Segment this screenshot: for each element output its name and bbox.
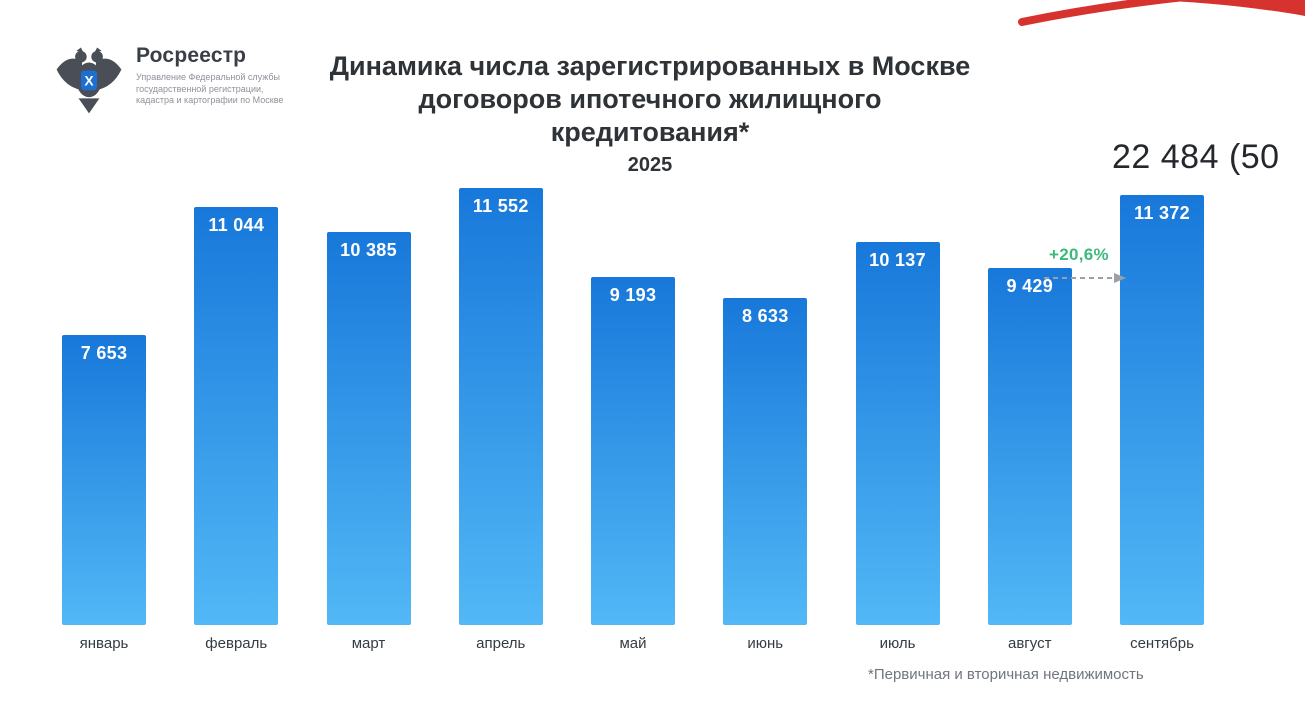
bar-value: 10 385: [340, 240, 397, 260]
bar-column: 11 552 апрель: [455, 170, 547, 652]
logo-text: Росреестр Управление Федеральной службы …: [136, 44, 296, 107]
x-axis-label: сентябрь: [1130, 635, 1194, 652]
rosreestr-logo: Х Росреестр Управление Федеральной служб…: [52, 44, 296, 123]
chart-year: 2025: [627, 153, 673, 176]
bar: 10 385: [326, 232, 411, 625]
bar-value: 9 193: [609, 285, 657, 305]
x-axis-label: февраль: [205, 635, 268, 652]
bar: 11 044: [194, 207, 279, 625]
bar: 11 552: [458, 188, 543, 625]
x-axis-label: март: [351, 635, 386, 652]
chart-title: Динамика числа зарегистрированных в Моск…: [320, 50, 980, 177]
bar-column: 8 633 июнь: [719, 170, 811, 652]
bar-value: 10 137: [869, 250, 926, 270]
growth-arrow-icon: [1044, 273, 1126, 283]
bar-value: 9 429: [1006, 276, 1054, 296]
bar: 8 633: [723, 298, 808, 625]
chart-title-line2: договоров ипотечного жилищного кредитова…: [418, 83, 882, 147]
bar-chart: 7 653 январь 11 044 февраль 10 385 март 11 552…: [58, 170, 1208, 652]
bar: 9 429: [987, 268, 1072, 625]
bar-value: 11 552: [472, 196, 529, 216]
chart-title-line1: Динамика числа зарегистрированных в Моск…: [329, 51, 971, 81]
growth-annotation: +20,6%: [1049, 245, 1109, 264]
bar: 7 653: [62, 335, 146, 625]
x-axis-label: январь: [79, 635, 129, 652]
footnote: *Первичная и вторичная недвижимость: [868, 666, 1144, 683]
x-axis-label: август: [1008, 635, 1052, 652]
bar-column: 10 137 июль: [852, 170, 944, 652]
x-axis-label: май: [619, 635, 647, 652]
bar: 11 372: [1120, 195, 1204, 625]
bar-value: 7 653: [80, 343, 128, 363]
bar: 9 193: [591, 277, 675, 625]
total-value: 22 484 (50: [1112, 138, 1280, 176]
bar-value: 11 044: [208, 215, 265, 235]
eagle-emblem-icon: Х: [52, 44, 126, 123]
bar-column: 9 429 август: [984, 170, 1076, 652]
bar: 10 137: [855, 242, 940, 625]
bar-value: 11 372: [1134, 203, 1190, 223]
bar-column: 10 385 март: [323, 170, 415, 652]
bar-column: 7 653 январь: [58, 170, 150, 652]
bar-column: 11 044 февраль: [190, 170, 282, 652]
x-axis-label: апрель: [476, 635, 526, 652]
bar-value: 8 633: [741, 306, 789, 326]
svg-text:Х: Х: [84, 73, 94, 89]
x-axis-label: июнь: [747, 635, 784, 652]
org-subtitle: Управление Федеральной службы государств…: [136, 72, 284, 106]
x-axis-label: июль: [879, 635, 916, 652]
bar-column: 9 193 май: [587, 170, 679, 652]
org-name: Росреестр: [136, 44, 247, 67]
bar-column: 11 372 сентябрь: [1116, 170, 1208, 652]
